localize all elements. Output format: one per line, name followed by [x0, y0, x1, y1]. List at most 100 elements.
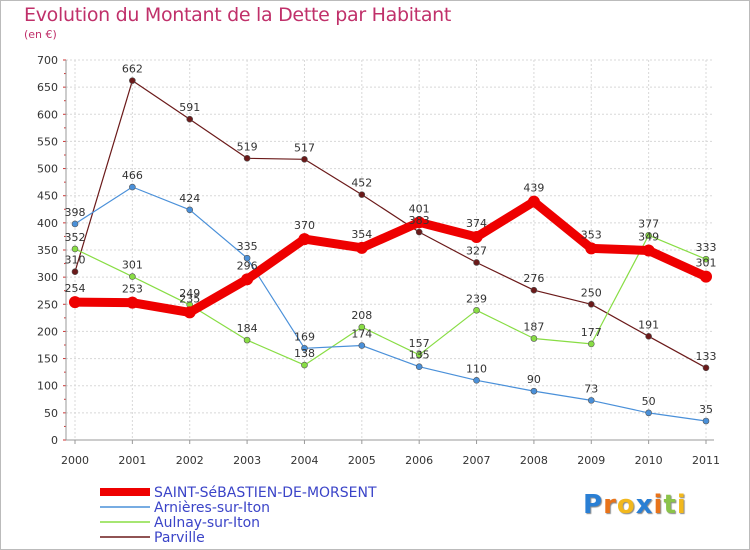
logo-letter: i — [653, 490, 664, 520]
legend-label-0: SAINT-SéBASTIEN-DE-MORSENT — [154, 485, 377, 501]
data-point-1 — [358, 342, 366, 349]
data-label-0: 296 — [237, 259, 258, 272]
data-label-2: 184 — [237, 322, 258, 335]
data-point-0 — [69, 296, 81, 309]
data-point-0 — [642, 244, 655, 257]
data-point-3 — [301, 156, 308, 163]
data-point-3 — [415, 228, 423, 236]
data-point-1 — [645, 409, 652, 417]
data-point-0 — [413, 216, 426, 229]
x-tick-label: 2003 — [233, 454, 261, 467]
data-point-3 — [129, 77, 136, 84]
data-point-3 — [186, 115, 194, 123]
data-label-2: 239 — [466, 292, 487, 305]
logo-letter: P — [583, 490, 604, 520]
data-point-0 — [585, 242, 598, 255]
data-label-0: 349 — [638, 231, 659, 244]
x-tick-label: 2002 — [176, 454, 204, 467]
x-tick-label: 2008 — [520, 454, 548, 467]
data-label-1: 424 — [179, 192, 200, 205]
data-label-1: 398 — [65, 206, 86, 219]
data-point-1 — [530, 387, 538, 395]
x-tick-label: 2011 — [692, 454, 720, 467]
legend-label-1: Arnières-sur-Iton — [154, 500, 270, 516]
data-labels: 254 253 235 296 370 354 401 374 439 353 349 301 398 4… — [65, 63, 717, 416]
data-label-3: 519 — [237, 140, 258, 153]
data-label-1: 73 — [584, 382, 598, 395]
legend: SAINT-SéBASTIEN-DE-MORSENTArnières-sur-I… — [100, 485, 377, 546]
y-tick-label: 150 — [37, 353, 58, 366]
data-label-3: 250 — [581, 286, 602, 299]
data-label-0: 374 — [466, 217, 487, 230]
data-point-3 — [243, 154, 251, 162]
legend-label-3: Parville — [154, 530, 205, 546]
y-tick-label: 200 — [37, 325, 58, 338]
data-point-1 — [186, 206, 194, 214]
logo-letter: i — [676, 490, 687, 520]
data-point-2 — [71, 245, 79, 253]
data-label-2: 177 — [581, 326, 602, 339]
data-point-0 — [183, 306, 196, 319]
data-point-3 — [530, 286, 538, 294]
logo-letter: o — [616, 490, 636, 520]
y-tick-label: 0 — [51, 434, 58, 447]
data-point-1 — [702, 417, 710, 425]
data-point-1 — [243, 254, 251, 262]
data-point-2 — [473, 306, 480, 314]
data-point-2 — [702, 255, 710, 263]
x-tick-label: 2001 — [118, 454, 146, 467]
data-label-1: 466 — [122, 169, 143, 182]
y-tick-label: 650 — [37, 81, 58, 94]
series-lines — [69, 77, 712, 425]
data-label-2: 249 — [179, 287, 200, 300]
data-point-1 — [71, 220, 79, 228]
data-label-1: 169 — [294, 330, 315, 343]
data-point-3 — [645, 333, 652, 340]
logo-letter: r — [603, 490, 617, 520]
y-tick-label: 300 — [37, 271, 58, 284]
y-tick-label: 450 — [37, 190, 58, 203]
logo-letter: x — [635, 490, 654, 520]
data-label-0: 254 — [65, 282, 86, 295]
data-label-2: 301 — [122, 259, 143, 272]
data-label-0: 401 — [409, 202, 430, 215]
data-point-1 — [473, 376, 480, 384]
data-label-0: 439 — [523, 182, 544, 195]
x-tick-label: 2006 — [405, 454, 433, 467]
data-label-1: 50 — [642, 395, 656, 408]
data-point-0 — [126, 296, 139, 309]
data-label-1: 35 — [699, 403, 713, 416]
y-tick-label: 500 — [37, 163, 58, 176]
data-point-3 — [702, 364, 710, 372]
data-label-3: 517 — [294, 141, 315, 154]
data-label-2: 138 — [294, 347, 315, 360]
data-label-3: 310 — [65, 254, 86, 267]
y-tick-label: 400 — [37, 217, 58, 230]
data-point-3 — [71, 268, 79, 276]
data-point-0 — [241, 273, 254, 286]
data-point-1 — [415, 363, 423, 371]
data-label-0: 353 — [581, 228, 602, 241]
y-tick-label: 700 — [37, 54, 58, 67]
data-point-2 — [587, 340, 595, 348]
data-label-3: 383 — [409, 214, 430, 227]
data-point-3 — [473, 259, 480, 266]
series-line-0 — [70, 197, 711, 317]
data-label-1: 135 — [409, 349, 430, 362]
chart-subtitle: (en €) — [24, 28, 57, 41]
data-point-0 — [700, 270, 712, 283]
x-tick-label: 2000 — [61, 454, 89, 467]
data-label-3: 452 — [351, 177, 372, 190]
data-label-3: 591 — [179, 101, 200, 114]
series-line-3 — [74, 79, 707, 369]
data-label-2: 157 — [409, 337, 430, 350]
data-point-0 — [355, 241, 368, 254]
x-tick-label: 2007 — [463, 454, 491, 467]
data-label-3: 133 — [696, 350, 717, 363]
data-label-0: 354 — [351, 228, 372, 241]
data-point-3 — [587, 300, 595, 308]
data-point-2 — [645, 232, 652, 239]
data-label-2: 352 — [65, 231, 86, 244]
y-tick-label: 550 — [37, 135, 58, 148]
data-label-1: 174 — [351, 328, 372, 341]
